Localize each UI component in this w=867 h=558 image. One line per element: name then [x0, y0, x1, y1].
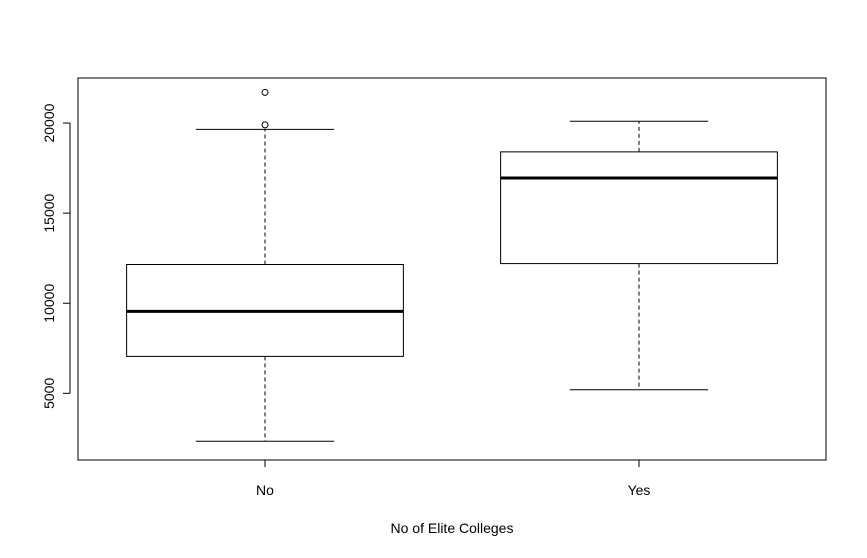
- box-yes: [500, 120, 778, 391]
- iqr-box: [500, 151, 778, 265]
- x-axis: No Yes: [256, 459, 651, 498]
- y-tick-label: 15000: [41, 193, 57, 232]
- y-tick-label: 10000: [41, 284, 57, 323]
- outlier-point: [261, 121, 269, 129]
- box-no: [126, 88, 404, 442]
- x-tick-label: Yes: [628, 482, 651, 498]
- outlier-point: [261, 88, 269, 96]
- x-axis-title: No of Elite Colleges: [391, 520, 514, 536]
- box-group: [126, 88, 778, 442]
- y-axis: 5000 10000 15000 20000: [41, 103, 71, 409]
- y-tick-label: 20000: [41, 103, 57, 142]
- x-tick-label: No: [256, 482, 274, 498]
- y-tick-label: 5000: [41, 378, 57, 409]
